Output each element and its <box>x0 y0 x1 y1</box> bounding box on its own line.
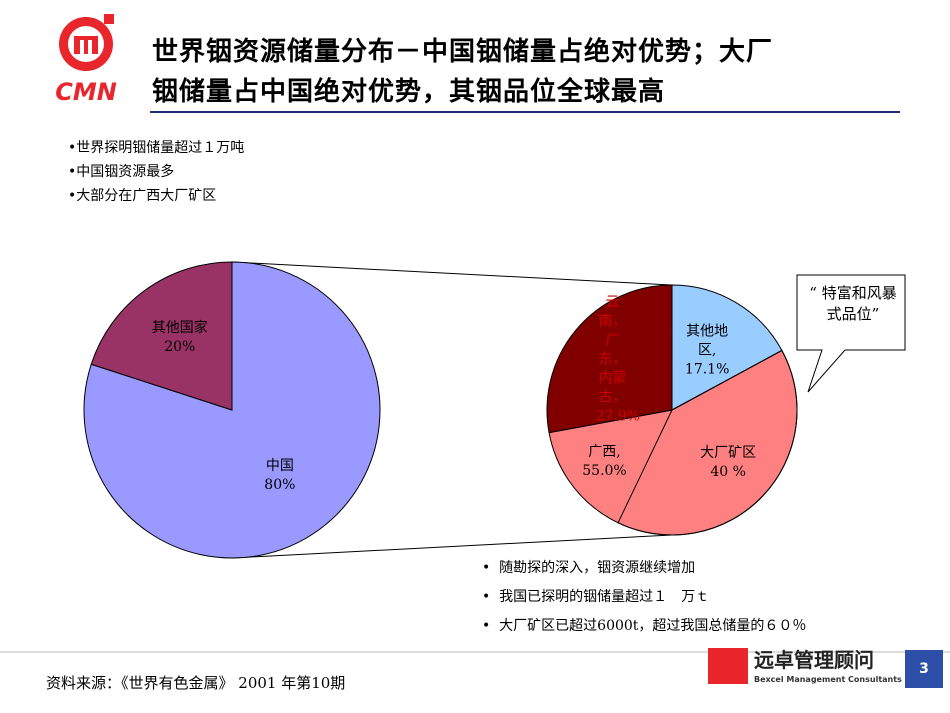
bullet-text: 我国已探明的铟储量超过１ 万ｔ <box>499 589 710 605</box>
bullet: •中国铟资源最多 <box>68 164 175 180</box>
label-line: 20% <box>164 339 196 356</box>
source: 资料来源：《世界有色金属》 2001 年第10期 <box>46 674 346 692</box>
pie-slice <box>90 261 233 411</box>
label-line: 广西, <box>588 443 621 460</box>
label-line: 其他地区, <box>686 323 729 359</box>
slice-label: 中国 80% <box>240 457 320 495</box>
slice-label: 大厂矿区 40 % <box>693 444 763 482</box>
slice-label: 云南，广东，内蒙古， 27.9% <box>595 294 640 427</box>
slice-label: 其他地区, 17.1% <box>683 322 731 379</box>
label-line: 其他国家 <box>151 320 208 337</box>
connector <box>231 534 673 559</box>
pie-slice <box>546 284 673 434</box>
label-line: 大厂矿区 <box>700 445 757 462</box>
top-bullets: •世界探明铟储量超过１万吨 •中国铟资源最多 •大部分在广西大厂矿区 <box>68 136 244 208</box>
bullet: •大部分在广西大厂矿区 <box>68 188 217 204</box>
label-line: 80% <box>264 476 296 493</box>
label-line: 中国 <box>265 457 294 474</box>
bullet: • 我国已探明的铟储量超过１ 万ｔ <box>482 589 710 605</box>
label-line: 云南，广东，内蒙古， <box>598 294 627 406</box>
bullet-text: 随勘探的深入，铟资源继续增加 <box>499 560 696 576</box>
label-line: 27.9% <box>595 408 640 425</box>
brand: 远卓管理顾问 <box>754 648 874 672</box>
label-line: 40 % <box>710 464 746 481</box>
callout-bubble <box>796 274 906 393</box>
bullet: •世界探明铟储量超过１万吨 <box>68 140 245 156</box>
page-box <box>905 650 943 688</box>
slice-label: 其他国家 20% <box>135 319 225 357</box>
label-line: 17.1% <box>684 361 730 378</box>
pie-slice <box>671 284 783 411</box>
bullet-text: 大厂矿区已超过6000t，超过我国总储量的６０％ <box>499 618 807 634</box>
title-line: 世界铟资源储量分布－中国铟储量占绝对优势；大厂 <box>152 37 774 67</box>
bullet: • 大厂矿区已超过6000t，超过我国总储量的６０％ <box>482 618 807 634</box>
bullet: • 随勘探的深入，铟资源继续增加 <box>482 560 696 576</box>
label-line: 55.0% <box>582 462 627 479</box>
brand-logo <box>708 648 748 684</box>
title-line: 铟储量占中国绝对优势，其铟品位全球最高 <box>152 77 666 107</box>
connector <box>231 261 673 286</box>
pie-sub-slice <box>617 349 798 536</box>
page-number: 3 <box>919 661 929 677</box>
logo-text: CMN <box>55 78 117 106</box>
logo: CMN <box>55 14 117 106</box>
callout: “ 特富和风暴式品位” <box>809 284 897 323</box>
bottom-bullets: • 随勘探的深入，铟资源继续增加 • 我国已探明的铟储量超过１ 万ｔ • 大厂矿… <box>482 554 806 641</box>
slice-label: 广西, 55.0% <box>581 443 629 481</box>
title: 世界铟资源储量分布－中国铟储量占绝对优势；大厂 铟储量占中国绝对优势，其铟品位全球… <box>152 32 773 112</box>
brand-en: Bexcel Management Consultants <box>754 675 902 684</box>
